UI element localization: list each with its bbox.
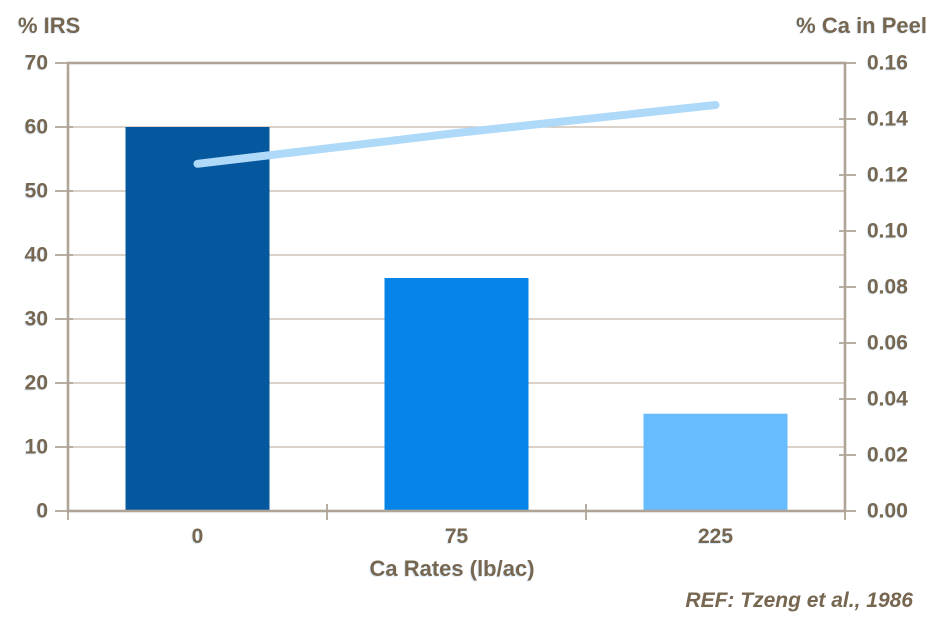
x-axis-tick-label: 225 (698, 525, 733, 548)
left-axis-tick-label: 0 (36, 500, 48, 523)
line-series (193, 101, 720, 168)
right-axis-tick-label: 0.10 (867, 220, 908, 243)
right-axis-tick-label: 0.06 (867, 332, 908, 355)
left-axis-title: % IRS (18, 13, 81, 38)
left-axis-tick-label: 10 (25, 436, 48, 459)
x-axis-tick-label: 75 (445, 525, 469, 548)
reference-citation: REF: Tzeng et al., 1986 (685, 589, 913, 612)
right-axis-tick-label: 0.04 (867, 388, 908, 411)
x-axis-tick-label: 0 (192, 525, 204, 548)
left-axis-tick-label: 30 (25, 308, 48, 331)
x-axis-title: Ca Rates (lb/ac) (369, 556, 535, 581)
right-axis-tick-label: 0.16 (867, 52, 908, 75)
bar-225 (643, 413, 788, 511)
left-axis-tick-label: 20 (25, 372, 48, 395)
right-axis-tick-label: 0.12 (867, 164, 908, 187)
right-axis-title: % Ca in Peel (796, 13, 927, 38)
right-axis-tick-label: 0.08 (867, 276, 908, 299)
bar-0 (125, 127, 270, 511)
bar-75 (384, 278, 529, 511)
left-axis-tick-label: 50 (25, 180, 48, 203)
left-axis-tick-label: 70 (25, 52, 48, 75)
right-axis-tick-label: 0.14 (867, 108, 908, 131)
right-axis-tick-label: 0.02 (867, 444, 908, 467)
left-axis-tick-label: 60 (25, 116, 48, 139)
right-axis-tick-label: 0.00 (867, 500, 908, 523)
left-axis-tick-label: 40 (25, 244, 48, 267)
